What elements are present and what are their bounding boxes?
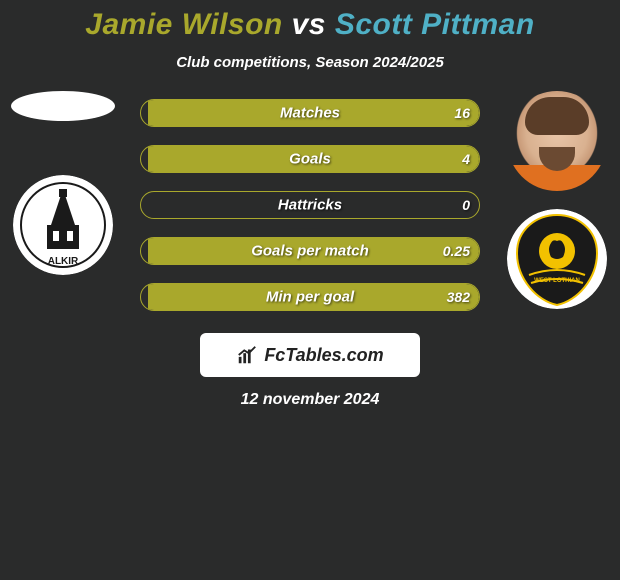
stat-value-right: 0 [462,197,470,213]
stat-value-right: 16 [454,105,470,121]
player1-club-badge: ALKIR [13,175,113,275]
stat-label: Goals [289,151,331,168]
subtitle: Club competitions, Season 2024/2025 [0,54,620,71]
stat-label: Min per goal [266,289,354,306]
stat-label: Matches [280,105,340,122]
comparison-card: Jamie Wilson vs Scott Pittman Club compe… [0,0,620,409]
player2-name: Scott Pittman [335,8,535,41]
svg-text:ALKIR: ALKIR [48,256,79,267]
stat-row: Matches 16 [140,99,480,127]
stat-row: Min per goal 382 [140,283,480,311]
stat-row: Goals per match 0.25 [140,237,480,265]
stat-label: Hattricks [278,197,342,214]
page-title: Jamie Wilson vs Scott Pittman [0,8,620,42]
branding-badge: FcTables.com [200,333,420,377]
stat-value-right: 0.25 [443,243,470,259]
stat-label: Goals per match [251,243,369,260]
player2-avatar [507,91,607,191]
svg-text:WEST LOTHIAN: WEST LOTHIAN [534,278,580,284]
stat-value-right: 382 [447,289,470,305]
chart-icon [236,344,258,366]
date-label: 12 november 2024 [0,391,620,409]
branding-text: FcTables.com [264,345,383,366]
stat-row: Hattricks 0 [140,191,480,219]
stats-area: ALKIR WEST LOTHIAN Matches16Goal [0,99,620,311]
stat-bars: Matches 16 Goals 4 Hattricks 0 Goals per match… [140,99,480,311]
player1-avatar-placeholder [11,91,115,121]
left-player-column: ALKIR [8,91,118,275]
stat-value-right: 4 [462,151,470,167]
falkirk-badge-icon: ALKIR [13,175,113,275]
player1-name: Jamie Wilson [85,8,282,41]
stat-row: Goals 4 [140,145,480,173]
livingston-badge-icon: WEST LOTHIAN [507,209,607,309]
player2-club-badge: WEST LOTHIAN [507,209,607,309]
vs-separator: vs [292,8,326,41]
right-player-column: WEST LOTHIAN [502,91,612,309]
